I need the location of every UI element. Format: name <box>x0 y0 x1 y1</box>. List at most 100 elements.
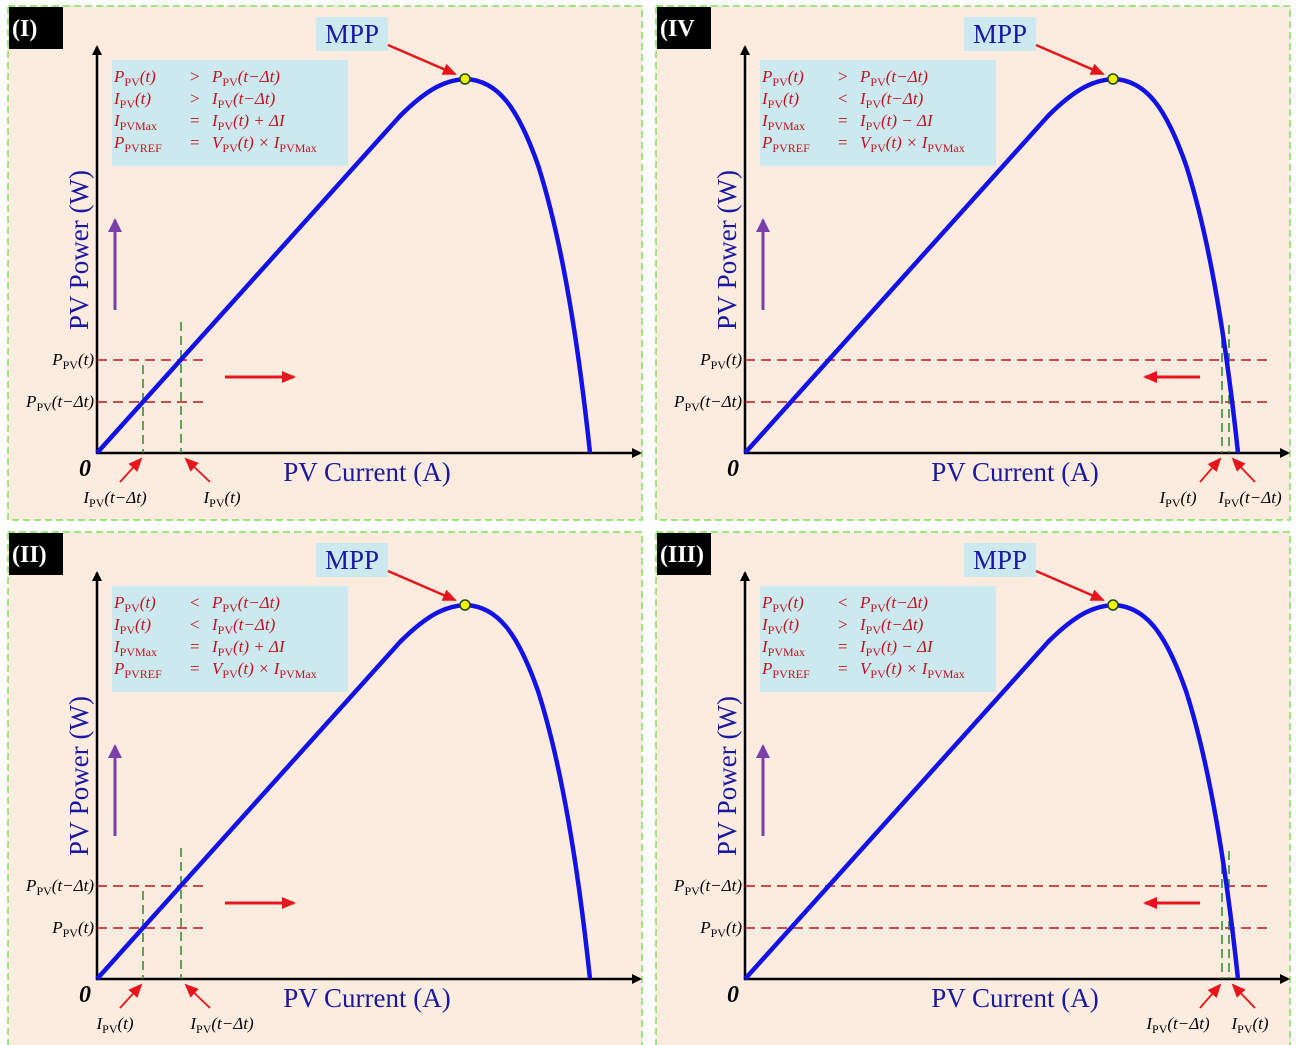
equation-lhs: PPV(t) <box>761 67 804 89</box>
subscript: PV <box>870 141 886 155</box>
equation-rhs: IPV(t−Δt) <box>211 615 276 637</box>
math-text: I <box>211 111 219 130</box>
math-text: P <box>51 918 62 937</box>
equation-rhs: PPV(t−Δt) <box>859 593 928 615</box>
math-text: P <box>699 350 710 369</box>
pv-curve <box>743 602 1241 981</box>
subscript: PV <box>768 97 784 111</box>
power-label: PPV(t) <box>51 918 94 940</box>
equation-lhs: IPVMax <box>113 637 157 659</box>
math-text: I <box>859 111 867 130</box>
y-axis-label: PV Power (W) <box>712 170 742 330</box>
equation-operator: = <box>190 111 200 130</box>
mpp-point <box>1107 73 1119 85</box>
subscript: PV <box>866 97 882 111</box>
math-text: (t) <box>783 89 799 108</box>
math-text: (t−Δt) <box>881 615 924 634</box>
subscript: PV <box>124 75 140 89</box>
equation-operator: = <box>838 111 848 130</box>
math-text: V <box>860 659 873 678</box>
math-text: P <box>761 659 772 678</box>
math-text: I <box>211 615 219 634</box>
subscript: PV <box>768 623 784 637</box>
math-text: (t−Δt) <box>233 89 276 108</box>
math-text: (t−Δt) <box>238 67 281 86</box>
current-label: IPV(t−Δt) <box>82 488 147 510</box>
math-text: (t) <box>1180 488 1196 507</box>
subscript: PV <box>36 400 52 414</box>
equation-lhs: IPVMax <box>761 111 805 133</box>
current-label: IPV(t) <box>1158 488 1196 510</box>
equation-lhs: IPVMax <box>761 637 805 659</box>
math-text: (t) <box>135 89 151 108</box>
subscript: PVREF <box>124 667 162 681</box>
subscript: PVMax <box>279 141 316 155</box>
equation-rhs: VPV(t) × IPVMax <box>212 659 317 681</box>
subscript: PV <box>866 623 882 637</box>
math-text: I <box>211 637 219 656</box>
subscript: PV <box>866 645 882 659</box>
math-text: (t) − ΔI <box>881 111 934 130</box>
math-text: (t) + ΔI <box>233 111 286 130</box>
mpp-box <box>964 17 1036 51</box>
origin-label: 0 <box>79 982 91 1008</box>
mpp-point <box>1107 599 1119 611</box>
y-axis-label: PV Power (W) <box>712 696 742 856</box>
subscript: PV <box>711 926 727 940</box>
math-text: P <box>761 67 772 86</box>
math-text: (t) <box>783 615 799 634</box>
equation-lhs: IPV(t) <box>761 615 799 637</box>
subscript: PV <box>866 119 882 133</box>
equation-operator: = <box>190 133 200 152</box>
equation-lhs: PPV(t) <box>113 593 156 615</box>
equation-operator: = <box>838 637 848 656</box>
subscript: PVMax <box>927 667 964 681</box>
equation-rhs: VPV(t) × IPVMax <box>860 659 965 681</box>
panel-label: (II) <box>12 542 47 568</box>
math-text: P <box>211 593 222 612</box>
math-text: V <box>860 133 873 152</box>
power-label: PPV(t) <box>699 918 742 940</box>
origin-label: 0 <box>79 456 91 482</box>
subscript: PV <box>1237 1022 1253 1036</box>
equation-rhs: PPV(t−Δt) <box>211 593 280 615</box>
math-text: (t) <box>78 350 94 369</box>
current-label: IPV(t) <box>95 1014 133 1036</box>
equation-operator: > <box>838 67 848 86</box>
math-text: (t) <box>788 593 804 612</box>
math-text: (t−Δt) <box>886 593 929 612</box>
math-text: I <box>859 89 867 108</box>
subscript: PV <box>222 75 238 89</box>
x-axis-label: PV Current (A) <box>283 457 450 487</box>
equation-box <box>112 586 348 692</box>
equation-rhs: VPV(t) × IPVMax <box>212 133 317 155</box>
equation-lhs: IPV(t) <box>113 89 151 111</box>
equation-lhs: PPVREF <box>113 659 162 681</box>
subscript: PV <box>870 601 886 615</box>
math-text: P <box>113 67 124 86</box>
math-text: (t−Δt) <box>881 89 924 108</box>
current-pointer <box>119 983 143 1009</box>
math-text: (t) × I <box>238 659 281 678</box>
current-pointer <box>1231 457 1256 483</box>
mpp-arrow <box>387 569 457 602</box>
mpp-arrow <box>1035 569 1105 602</box>
subscript: PV <box>218 97 234 111</box>
equation-operator: = <box>190 637 200 656</box>
panel-label: (III) <box>660 542 704 568</box>
mpp-point <box>459 73 471 85</box>
subscript: PV <box>102 1022 118 1036</box>
power-label: PPV(t−Δt) <box>673 392 742 414</box>
mpp-label: MPP <box>325 545 379 575</box>
math-text: (t) <box>140 67 156 86</box>
subscript: PV <box>196 1022 212 1036</box>
subscript: PV <box>684 884 700 898</box>
equation-rhs: IPV(t) + ΔI <box>211 637 286 659</box>
math-text: P <box>699 918 710 937</box>
power-label: PPV(t) <box>51 350 94 372</box>
mpp-label: MPP <box>325 19 379 49</box>
current-label: IPV(t−Δt) <box>1217 488 1282 510</box>
pv-curve <box>743 76 1241 455</box>
math-text: V <box>212 133 225 152</box>
math-text: I <box>113 615 121 634</box>
